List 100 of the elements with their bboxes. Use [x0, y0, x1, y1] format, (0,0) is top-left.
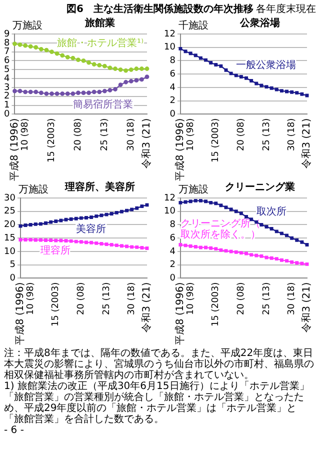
point [300, 240, 304, 244]
point [290, 236, 294, 240]
point [44, 48, 49, 52]
point [204, 200, 208, 204]
text: 1) 旅館業法の改正（平成30年6月15日施行）により「ホテル営業」「旅館営業」の営業種別が統合し「旅館・ホテル営業」となったため、平成29年度以前の「旅館・ホテル営業」は「ホテル営業」と「旅館営業」を合計した数である。 [4, 381, 310, 425]
point [118, 82, 123, 87]
point [60, 92, 65, 96]
y-tick-label: 8 [170, 220, 176, 230]
point [204, 246, 208, 250]
text: 注：平成8年までは、隔年の数値である。また、平成22年度は、東日本大震災の影響により、宮城県のうち仙台市以外の市町村、福島県の相双保健福祉事務所管轄内の市町村が含まれていない。 [4, 348, 315, 381]
y-tick-label: 25 [4, 206, 16, 217]
x-tick-label: 15 (2003) [47, 118, 58, 162]
series-label: 理容所 [40, 244, 71, 257]
point [224, 68, 228, 72]
x-tick-label: 25 (13) [262, 118, 272, 152]
point [295, 238, 299, 242]
point [194, 54, 198, 58]
x-tick-label: 20 (08) [76, 282, 87, 316]
point [280, 89, 284, 93]
point [60, 53, 65, 58]
y-tick-label: 12 [164, 193, 176, 204]
point [260, 223, 264, 226]
point [79, 240, 83, 244]
point [295, 261, 299, 265]
point [305, 262, 309, 266]
point [285, 259, 288, 263]
point [188, 52, 192, 56]
point [130, 208, 134, 212]
chart-title: 旅館業 [85, 18, 115, 29]
y-tick-label: 8 [170, 56, 176, 66]
y-tick-label: 6 [170, 69, 176, 80]
y-tick-label: 5 [10, 260, 16, 270]
point [81, 58, 86, 63]
y-axis-title: 千施設 [178, 20, 208, 32]
point [69, 217, 73, 221]
point [114, 244, 118, 248]
point [264, 225, 268, 228]
x-tick-label: 25 (13) [262, 282, 272, 316]
point [92, 90, 96, 94]
y-tick-label: 9 [4, 29, 10, 40]
point [144, 66, 150, 71]
point [219, 64, 223, 68]
series-label: 旅館・ホテル営業¹⁾ [57, 37, 144, 50]
point [254, 254, 258, 258]
point [50, 50, 54, 54]
point [274, 230, 278, 234]
point [224, 206, 228, 210]
point [234, 210, 238, 214]
y-tick-label: 2 [170, 96, 176, 106]
point [198, 198, 202, 202]
series-label: 簡易宿所営業 [72, 98, 133, 110]
y-tick-label: 7 [4, 47, 10, 58]
point [140, 204, 144, 208]
point [145, 203, 149, 207]
x-tick-label: 25 (13) [102, 282, 112, 316]
point [90, 216, 94, 219]
point [84, 240, 88, 244]
point [54, 92, 60, 96]
point [54, 238, 58, 242]
point [64, 239, 68, 243]
x-tick-label: 平成8 (1996) [174, 118, 186, 182]
point [120, 244, 124, 248]
y-axis-title: 万施設 [18, 184, 48, 196]
point [110, 243, 114, 247]
point [44, 238, 48, 242]
point [239, 75, 243, 79]
x-tick-label: 10 (98) [186, 118, 196, 152]
point [219, 204, 223, 208]
point [135, 206, 139, 210]
point [49, 238, 53, 242]
point [74, 216, 78, 220]
point [214, 63, 218, 66]
point [12, 88, 17, 94]
x-tick-label: 20 (08) [236, 282, 247, 316]
point [188, 244, 192, 248]
point [54, 51, 60, 56]
point [178, 200, 182, 204]
point [134, 78, 139, 83]
point [34, 238, 38, 242]
point [295, 91, 299, 95]
x-tick-label: 令和3 (21) [140, 282, 153, 332]
x-tick-label: 10 (98) [26, 282, 36, 316]
point [34, 90, 38, 94]
y-tick-label: 10 [4, 246, 16, 257]
point [44, 92, 49, 96]
x-tick-label: 20 (08) [74, 118, 84, 152]
point [214, 202, 218, 206]
y-axis-title: 万施設 [178, 184, 208, 196]
x-tick-label: 10 (98) [20, 118, 31, 152]
point [209, 246, 213, 250]
y-tick-label: 15 [4, 233, 16, 244]
x-tick-label: 15 (2003) [51, 282, 62, 326]
point [305, 243, 309, 247]
point [38, 46, 44, 52]
point [254, 82, 258, 86]
point [188, 200, 192, 204]
point [104, 212, 108, 216]
x-tick-label: 10 (98) [186, 282, 196, 316]
y-tick-label: 2 [4, 92, 10, 102]
point [50, 92, 54, 96]
